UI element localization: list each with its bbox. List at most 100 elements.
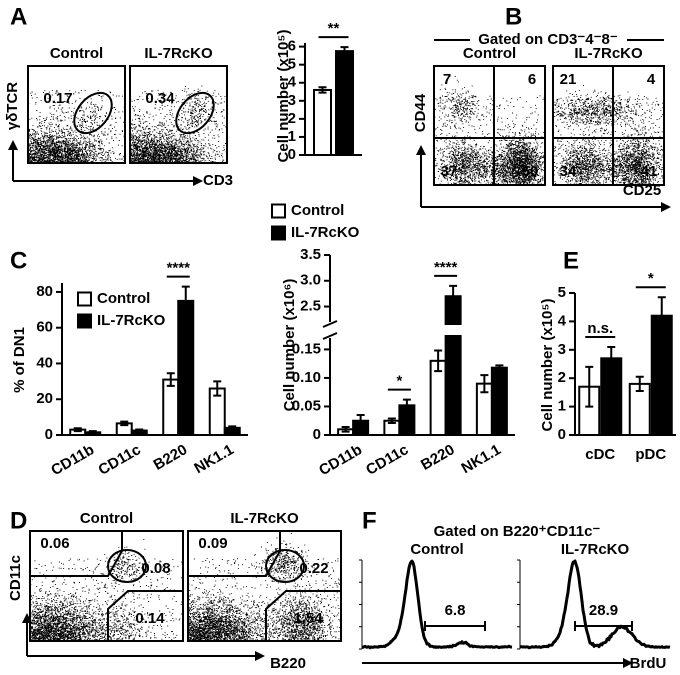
x-tick-label: cDC <box>585 446 615 463</box>
x-tick-label: B220 <box>418 441 458 474</box>
y-tick-label: 5 <box>558 284 566 301</box>
error-bar <box>434 349 443 373</box>
legend-label: IL-7RcKO <box>291 224 360 241</box>
gate-value: 4 <box>647 71 656 88</box>
x-axis-label: CD25 <box>623 182 661 199</box>
y-tick-label: 0.10 <box>292 369 321 386</box>
bar <box>444 295 462 436</box>
y-tick-label: 40 <box>36 354 53 371</box>
error-bar <box>495 364 504 371</box>
error-bar <box>181 285 190 317</box>
significance-label: * <box>396 373 402 390</box>
error-bar <box>657 296 666 336</box>
error-bar <box>88 430 97 435</box>
error-bar <box>318 86 327 94</box>
significance-label: **** <box>167 260 191 277</box>
x-axis-label: BrdU <box>630 655 667 672</box>
x-tick-label: CD11b <box>316 441 365 479</box>
error-bar <box>135 428 144 433</box>
y-axis-label: Cell number (x10⁵) <box>275 30 292 163</box>
error-bar <box>228 425 237 431</box>
legend-swatch <box>77 313 92 329</box>
x-tick-label: pDC <box>635 446 666 463</box>
sample-title: Control <box>410 541 463 558</box>
y-tick-label: 4 <box>558 312 567 329</box>
bar <box>335 50 354 156</box>
error-bar <box>585 365 594 408</box>
gate-title: Gated on B220⁺CD11c⁻ <box>434 523 601 540</box>
gate <box>107 549 147 583</box>
gate-value: 0.08 <box>141 560 170 577</box>
gate-value: 41 <box>641 163 658 180</box>
y-axis-label: CD11c <box>7 555 24 601</box>
gate-value: 0.22 <box>299 560 328 577</box>
y-tick-label: 0.15 <box>292 340 321 357</box>
y-tick-label: 1 <box>558 398 566 415</box>
error-bar <box>480 374 489 394</box>
sample-title: IL-7RcKO <box>144 45 213 62</box>
y-tick-label: 80 <box>36 283 53 300</box>
x-tick-label: CD11c <box>96 441 144 479</box>
y-axis-label: Cell number (x10⁵) <box>539 299 556 432</box>
gate-title: Gated on CD3⁻4⁻8⁻ <box>478 31 618 48</box>
significance-label: n.s. <box>587 320 613 337</box>
y-tick-label: 0 <box>558 426 566 443</box>
axis-break-mark <box>322 332 338 340</box>
gate-value: 7 <box>443 71 451 88</box>
x-tick-label: B220 <box>151 441 191 474</box>
bar <box>162 378 180 436</box>
gate-value: 0.34 <box>145 90 175 107</box>
y-tick-label: 2 <box>558 369 566 386</box>
gate-bar <box>574 621 633 631</box>
sample-title: IL-7RcKO <box>561 541 630 558</box>
y-tick-label: 60 <box>36 319 53 336</box>
y-tick-label: 20 <box>36 390 53 407</box>
y-tick-label: 3 <box>288 92 296 109</box>
gate <box>175 91 215 135</box>
error-bar <box>387 417 396 425</box>
bar <box>490 366 508 437</box>
significance-label: * <box>648 270 654 287</box>
sample-title: IL-7RcKO <box>574 45 643 62</box>
plot-frame <box>27 65 126 164</box>
dot-cloud <box>188 533 341 641</box>
y-tick-label: 0.05 <box>292 397 321 414</box>
legend-swatch <box>271 203 286 219</box>
gate-value: 28.9 <box>589 602 618 619</box>
y-tick-label: 4 <box>288 74 297 91</box>
legend-label: IL-7RcKO <box>97 312 166 329</box>
panel-letter: C <box>10 247 27 274</box>
gate-value: 0.06 <box>40 535 69 552</box>
plot-frame <box>129 65 228 164</box>
error-bar <box>341 426 350 433</box>
gate <box>265 590 341 641</box>
significance-label: **** <box>434 259 458 276</box>
y-tick-label: 6 <box>288 38 296 55</box>
x-axis-label: CD3 <box>203 172 233 189</box>
error-bar <box>607 345 616 371</box>
plot-frame <box>29 530 184 642</box>
gate <box>73 91 113 135</box>
y-tick-label: 0 <box>45 426 53 443</box>
error-bar <box>120 420 129 427</box>
plot-frame <box>552 65 665 186</box>
gate <box>30 531 123 577</box>
panel-letter: F <box>362 507 377 534</box>
y-axis-label: CD44 <box>412 93 429 132</box>
error-bar <box>166 372 175 387</box>
y-tick-label: 1 <box>288 128 296 145</box>
y-tick-label: 2.5 <box>300 298 321 315</box>
sample-title: Control <box>463 45 516 62</box>
x-tick-label: NK1.1 <box>459 441 504 477</box>
legend-label: Control <box>97 290 150 307</box>
bar <box>313 88 332 156</box>
gate-value: 0.17 <box>43 90 72 107</box>
gate-value: 0.14 <box>135 610 165 627</box>
gate-value: 1.54 <box>293 610 323 627</box>
y-axis-label: % of DN1 <box>11 327 28 393</box>
error-bar <box>449 284 458 308</box>
histogram-curve <box>519 559 671 650</box>
gate <box>188 531 281 577</box>
